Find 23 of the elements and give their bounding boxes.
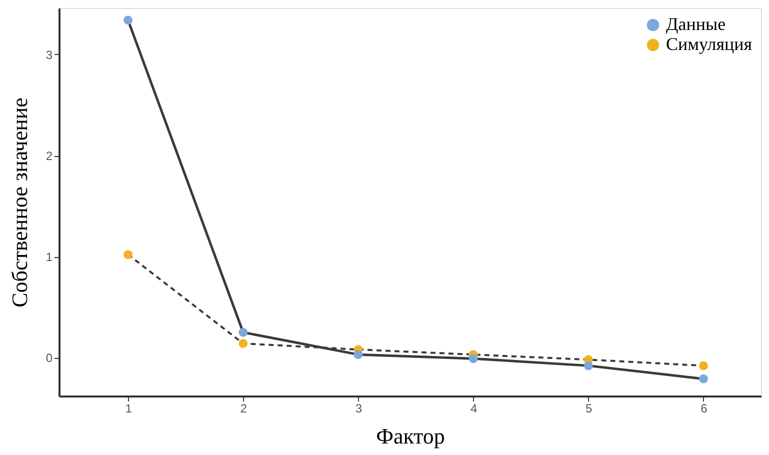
legend-label: Симуляция <box>666 34 752 54</box>
x-tick-label: 1 <box>125 402 132 416</box>
y-tick-label: 2 <box>46 149 53 164</box>
point <box>124 250 133 260</box>
point <box>124 16 133 25</box>
y-axis-title: Собственное значение <box>6 98 32 308</box>
x-axis-title: Фактор <box>376 424 445 448</box>
point <box>354 350 363 360</box>
x-tick-label: 3 <box>355 402 362 416</box>
y-tick-label: 1 <box>46 250 53 264</box>
x-tick-label: 4 <box>470 402 478 416</box>
y-tick-label: 0 <box>46 351 53 366</box>
point <box>698 374 708 384</box>
x-tick-label: 6 <box>700 402 708 416</box>
point <box>238 328 248 337</box>
point <box>698 361 708 370</box>
legend-label: Данные <box>666 14 726 34</box>
y-tick-label: 3 <box>46 48 53 62</box>
x-tick-label: 5 <box>586 402 593 416</box>
x-tick-label: 2 <box>240 402 248 416</box>
point <box>238 338 248 348</box>
point <box>468 354 478 364</box>
point <box>584 361 593 370</box>
